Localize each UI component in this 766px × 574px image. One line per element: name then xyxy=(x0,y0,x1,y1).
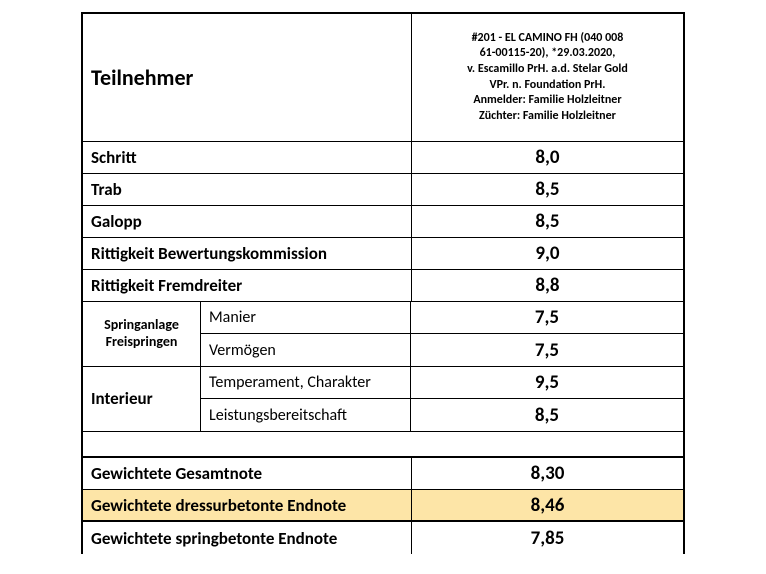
group-label-line: Interieur xyxy=(91,389,153,409)
total-value: 8,46 xyxy=(412,490,683,520)
sub-value: 9,5 xyxy=(411,367,683,398)
score-label: Galopp xyxy=(83,206,412,237)
score-row: Rittigkeit Fremdreiter 8,8 xyxy=(81,270,685,302)
participant-line: VPr. n. Foundation PrH. xyxy=(489,78,605,94)
score-value: 8,5 xyxy=(412,206,683,237)
total-row: Gewichtete Gesamtnote 8,30 xyxy=(81,458,685,490)
sub-row: Leistungsbereitschaft 8,5 xyxy=(201,399,683,431)
group-label: Springanlage Freispringen xyxy=(83,302,201,366)
total-value: 7,85 xyxy=(412,522,683,554)
header-left-label: Teilnehmer xyxy=(83,14,412,141)
header-right-participant: #201 - EL CAMINO FH (040 008 61-00115-20… xyxy=(412,14,683,141)
score-sheet: Teilnehmer #201 - EL CAMINO FH (040 008 … xyxy=(81,12,685,554)
participant-line: Anmelder: Familie Holzleitner xyxy=(473,93,621,109)
score-label: Schritt xyxy=(83,142,412,173)
score-row: Rittigkeit Bewertungskommission 9,0 xyxy=(81,238,685,270)
participant-line: 61-00115-20), *29.03.2020, xyxy=(480,46,616,62)
score-value: 8,8 xyxy=(412,270,683,301)
sub-row: Vermögen 7,5 xyxy=(201,334,683,366)
header-row: Teilnehmer #201 - EL CAMINO FH (040 008 … xyxy=(81,12,685,142)
group-subs: Temperament, Charakter 9,5 Leistungsbere… xyxy=(201,367,683,431)
sub-row: Temperament, Charakter 9,5 xyxy=(201,367,683,399)
score-value: 9,0 xyxy=(412,238,683,269)
group-label-line: Springanlage xyxy=(104,317,179,334)
total-label: Gewichtete springbetonte Endnote xyxy=(83,522,412,554)
total-label: Gewichtete Gesamtnote xyxy=(83,458,412,489)
group-label: Interieur xyxy=(83,367,201,431)
score-group-interieur: Interieur Temperament, Charakter 9,5 Lei… xyxy=(81,367,685,432)
total-row-highlight: Gewichtete dressurbetonte Endnote 8,46 xyxy=(81,490,685,522)
score-row: Galopp 8,5 xyxy=(81,206,685,238)
total-label: Gewichtete dressurbetonte Endnote xyxy=(83,490,412,520)
score-group-springanlage: Springanlage Freispringen Manier 7,5 Ver… xyxy=(81,302,685,367)
group-subs: Manier 7,5 Vermögen 7,5 xyxy=(201,302,683,366)
participant-line: Züchter: Familie Holzleitner xyxy=(479,109,616,125)
total-value: 8,30 xyxy=(412,458,683,489)
sub-label: Temperament, Charakter xyxy=(201,367,411,398)
sub-value: 7,5 xyxy=(411,334,683,366)
score-value: 8,0 xyxy=(412,142,683,173)
sub-label: Vermögen xyxy=(201,334,411,366)
sub-value: 8,5 xyxy=(411,399,683,431)
participant-line: #201 - EL CAMINO FH (040 008 xyxy=(472,31,624,47)
participant-line: v. Escamillo PrH. a.d. Stelar Gold xyxy=(467,62,628,78)
score-row: Schritt 8,0 xyxy=(81,142,685,174)
total-row: Gewichtete springbetonte Endnote 7,85 xyxy=(81,522,685,554)
score-label: Rittigkeit Bewertungskommission xyxy=(83,238,412,269)
sub-label: Manier xyxy=(201,302,411,333)
score-label: Trab xyxy=(83,174,412,205)
score-row: Trab 8,5 xyxy=(81,174,685,206)
sub-row: Manier 7,5 xyxy=(201,302,683,334)
sub-label: Leistungsbereitschaft xyxy=(201,399,411,431)
sub-value: 7,5 xyxy=(411,302,683,333)
group-label-line: Freispringen xyxy=(106,334,178,351)
score-value: 8,5 xyxy=(412,174,683,205)
spacer xyxy=(81,432,685,458)
score-label: Rittigkeit Fremdreiter xyxy=(83,270,412,301)
